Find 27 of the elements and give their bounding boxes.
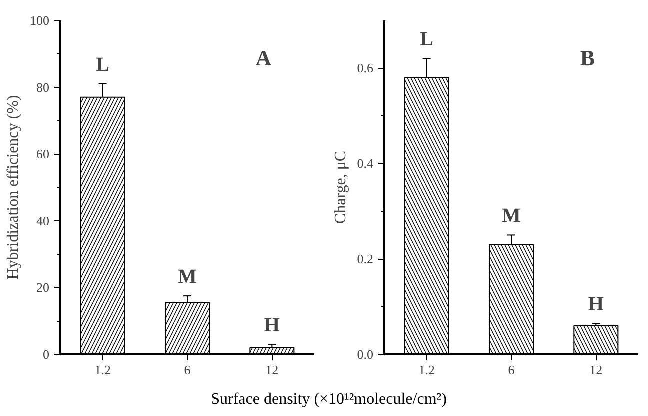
annotation: L <box>96 54 110 76</box>
annotation: M <box>502 205 522 228</box>
x-tick-label: 6 <box>508 362 516 378</box>
y-tick-label: 20 <box>36 280 50 296</box>
y-tick-label: 100 <box>30 13 50 28</box>
x-tick-label: 12 <box>266 362 279 378</box>
annotation: H <box>264 314 280 336</box>
y-tick-label: 0.6 <box>357 60 374 76</box>
y-axis-title: Charge, μC <box>332 150 350 224</box>
y-tick-label: 0.0 <box>357 347 374 362</box>
x-axis-title: Surface density (×10¹²molecule/cm²) <box>211 390 447 410</box>
y-tick-label: 0.4 <box>357 156 374 172</box>
x-tick-label: 1.2 <box>94 362 111 378</box>
y-tick-label: 0.2 <box>357 252 374 267</box>
y-axis-title: Hybridization efficiency (%) <box>5 95 22 280</box>
annotation: B <box>580 46 596 71</box>
annotation: L <box>420 28 434 51</box>
annotation: A <box>256 46 272 71</box>
y-tick-label: 80 <box>36 80 50 95</box>
annotation: M <box>178 266 198 288</box>
annotation: H <box>588 293 604 316</box>
x-tick-label: 12 <box>590 362 603 378</box>
x-tick-label: 6 <box>184 362 192 378</box>
x-tick-label: 1.2 <box>418 362 435 378</box>
y-tick-label: 60 <box>36 146 50 162</box>
y-tick-label: 0 <box>43 347 50 362</box>
y-tick-label: 40 <box>36 213 50 228</box>
